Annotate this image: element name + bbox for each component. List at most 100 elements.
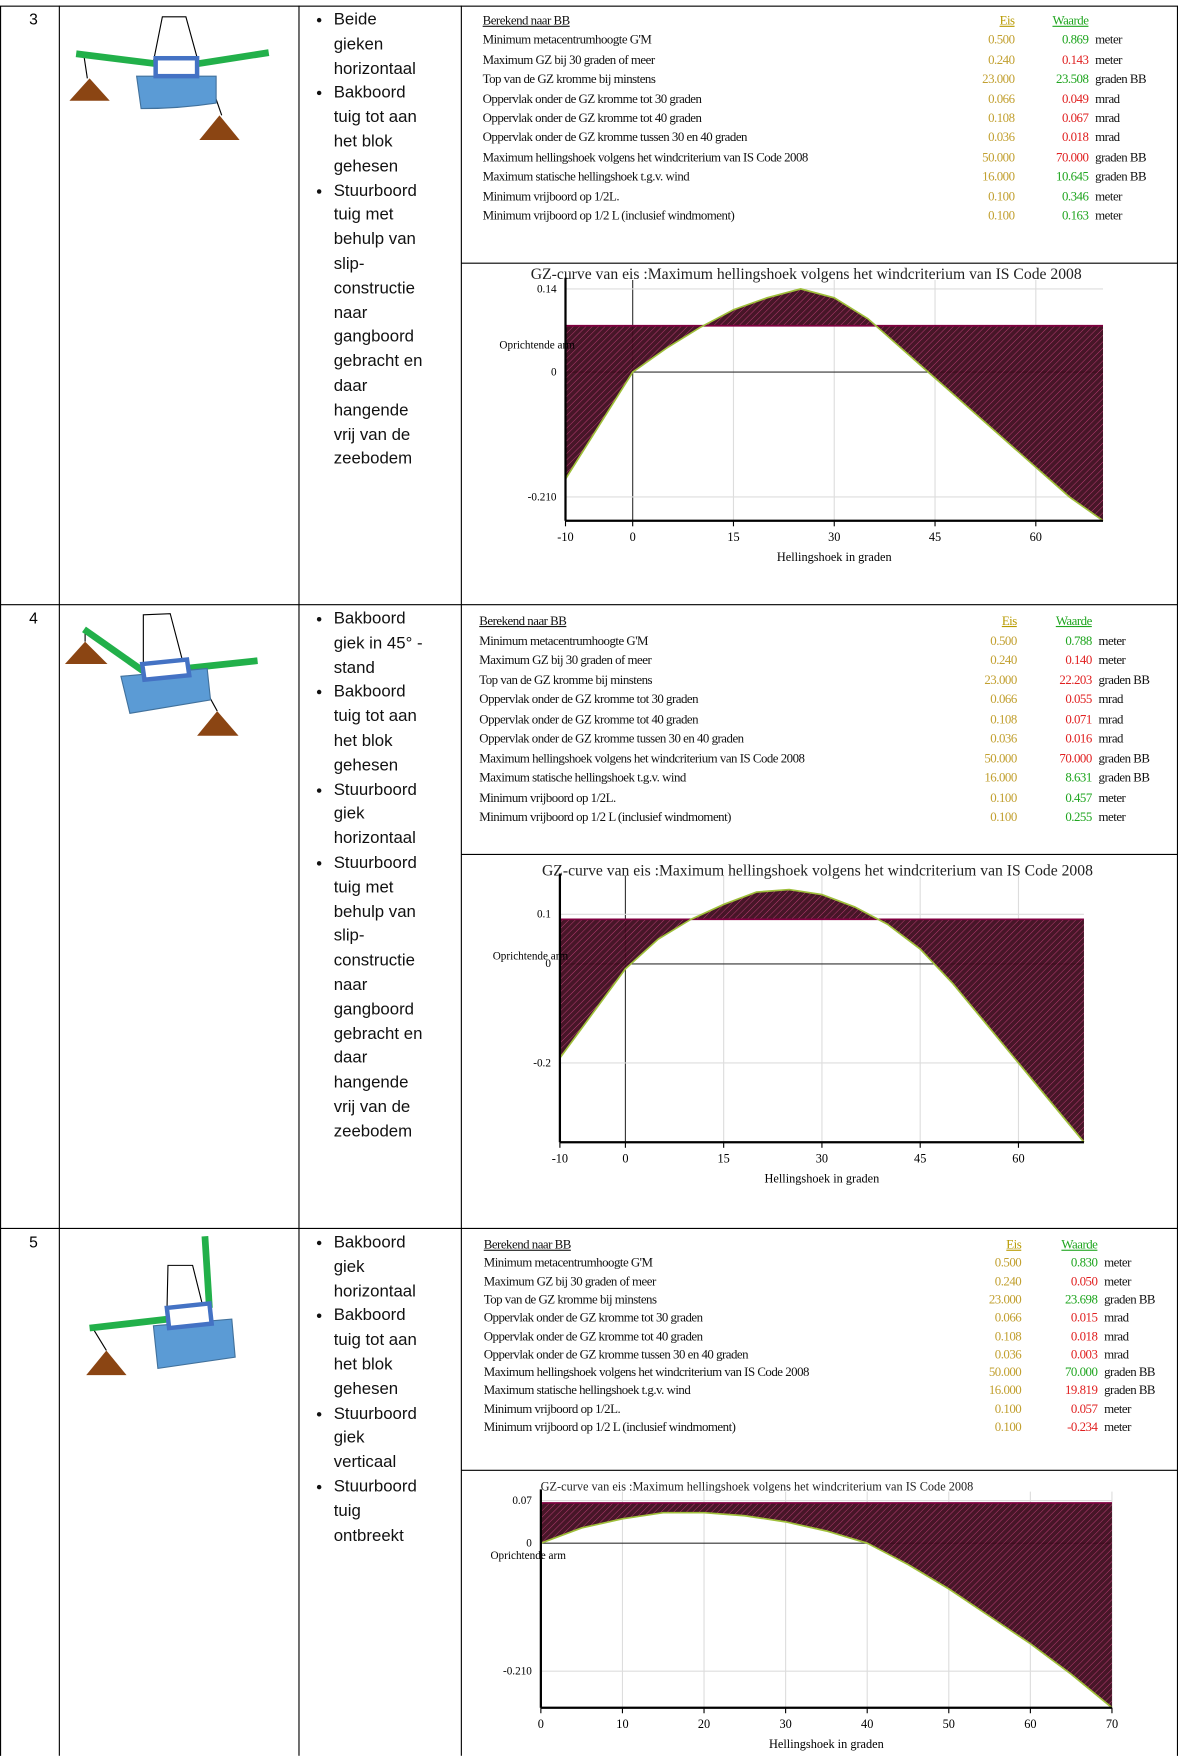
criterion-name: Top van de GZ kromme bij minstens [482, 72, 656, 87]
x-axis-label: Hellingshoek in graden [765, 1172, 880, 1186]
bullet-item: Bakboord giek in 45° -stand [334, 607, 430, 680]
x-tick-label: 0 [622, 1151, 628, 1165]
criterion-unit: meter [1098, 653, 1126, 668]
criterion-waarde: 0.067 [1061, 111, 1089, 126]
criterion-eis: 50.000 [988, 1366, 1022, 1380]
criterion-waarde: 0.163 [1061, 209, 1089, 223]
criterion-waarde: 0.071 [1065, 712, 1092, 727]
x-tick-label: 30 [816, 1151, 828, 1165]
x-tick-label: 70 [1106, 1717, 1118, 1731]
criterion-unit: mrad [1104, 1329, 1129, 1344]
x-tick-label: 10 [616, 1717, 628, 1731]
criterion-eis: 50.000 [984, 751, 1017, 766]
criterion-eis: 16.000 [982, 170, 1015, 184]
criterion-waarde: 0.015 [1070, 1311, 1098, 1325]
criterion-eis: 0.500 [994, 1256, 1022, 1271]
x-tick-label: 0 [630, 530, 636, 544]
y-tick-label: -0.2 [533, 1057, 551, 1069]
bullet-item: Bakboord tuig tot aan het blok gehesen [334, 81, 430, 179]
criterion-name: Minimum metacentrumhoogte G'M [482, 34, 652, 48]
criterion-unit: meter [1098, 634, 1126, 648]
criterion-name: Top van de GZ kromme bij minstens [479, 673, 653, 687]
chart-title: GZ-curve van eis :Maximum hellingshoek v… [541, 1479, 974, 1493]
x-tick-label: 20 [698, 1717, 710, 1731]
criterion-name: Oppervlak onder de GZ kromme tot 40 grad… [479, 712, 699, 727]
criterion-eis: 0.240 [988, 53, 1015, 67]
criterion-unit: meter [1104, 1402, 1131, 1417]
criterion-waarde: 0.788 [1065, 634, 1092, 648]
x-tick-label: 60 [1030, 530, 1042, 544]
criterion-name: Minimum metacentrumhoogte G'M [483, 1256, 653, 1271]
criterion-unit: graden BB [1104, 1366, 1156, 1380]
criterion-unit: mrad [1098, 732, 1124, 746]
criterion-waarde: 0.055 [1065, 693, 1092, 707]
table-header-waarde: Waarde [1061, 1238, 1098, 1252]
criterion-name: Oppervlak onder de GZ kromme tot 40 grad… [482, 111, 702, 126]
criterion-unit: mrad [1104, 1348, 1129, 1362]
criterion-unit: meter [1104, 1256, 1131, 1271]
x-tick-label: -10 [557, 530, 573, 544]
bullet-item: Stuurboord tuig met [334, 851, 430, 900]
criterion-waarde: 23.698 [1064, 1293, 1098, 1307]
table-header-eis: Eis [1006, 1238, 1022, 1252]
criterion-eis: 0.036 [990, 732, 1017, 746]
criterion-waarde: -0.234 [1067, 1421, 1098, 1435]
criterion-waarde: 0.255 [1065, 810, 1092, 825]
hatched-area [565, 288, 1104, 521]
criterion-eis: 16.000 [984, 771, 1017, 785]
criterion-name: Maximum statische hellingshoek t.g.v. wi… [482, 170, 690, 184]
criterion-name: Maximum hellingshoek volgens het windcri… [482, 150, 809, 165]
bullet-item: Stuurboord tuig met behulp van slip-cons… [334, 179, 430, 472]
criterion-eis: 0.100 [988, 189, 1015, 204]
criterion-waarde: 0.049 [1061, 92, 1089, 106]
criterion-unit: graden BB [1098, 751, 1150, 766]
criterion-waarde: 8.631 [1065, 771, 1092, 785]
criterion-eis: 0.108 [990, 712, 1017, 727]
x-tick-label: 30 [828, 530, 840, 544]
x-tick-label: 0 [538, 1717, 544, 1731]
criterion-waarde: 23.508 [1056, 72, 1089, 87]
bullet-list: Bakboord giek in 45° -standBakboord tuig… [305, 607, 430, 1144]
bullets: Beide gieken horizontaalBakboord tuig to… [305, 8, 430, 472]
bullet-item: Bakboord tuig tot aan het blok gehesen [334, 1304, 430, 1402]
criterion-name: Oppervlak onder de GZ kromme tot 40 grad… [483, 1329, 703, 1344]
criterion-eis: 23.000 [982, 72, 1015, 87]
criterion-unit: meter [1095, 189, 1122, 204]
y-axis-label: Oprichtende arm [493, 951, 569, 963]
criterion-eis: 0.240 [994, 1274, 1022, 1289]
criterion-eis: 50.000 [982, 150, 1015, 165]
criterion-name: Minimum vrijboord op 1/2L. [483, 1402, 621, 1417]
x-tick-label: 15 [718, 1151, 730, 1165]
criterion-eis: 0.100 [990, 810, 1017, 825]
criterion-eis: 0.100 [988, 209, 1015, 223]
table-header-waarde: Waarde [1052, 14, 1089, 28]
bullet-item: Beide gieken horizontaal [334, 8, 430, 81]
row-number: 3 [29, 10, 38, 28]
criterion-name: Minimum vrijboord op 1/2 L (inclusief wi… [483, 1421, 736, 1435]
x-tick-label: 15 [727, 530, 739, 544]
bullet-item: Stuurboord tuig ontbreekt [334, 1475, 430, 1548]
criterion-unit: mrad [1098, 712, 1124, 727]
criterion-name: Minimum vrijboord op 1/2 L (inclusief wi… [482, 209, 735, 223]
chart-title: GZ-curve van eis :Maximum hellingshoek v… [542, 863, 1093, 880]
criterion-name: Maximum hellingshoek volgens het windcri… [479, 751, 805, 766]
bullets: Bakboord giek in 45° -standBakboord tuig… [305, 607, 430, 900]
criterion-waarde: 10.645 [1056, 170, 1089, 184]
y-tick-label: 0.07 [512, 1495, 532, 1507]
gz-curve [564, 288, 1104, 522]
criterion-unit: meter [1095, 34, 1122, 48]
criterion-waarde: 0.003 [1070, 1348, 1098, 1362]
criterion-unit: graden BB [1095, 72, 1147, 87]
criterion-eis: 23.000 [984, 673, 1017, 687]
criterion-unit: meter [1104, 1274, 1131, 1289]
criterion-name: Maximum GZ bij 30 graden of meer [482, 53, 655, 67]
chart-title: GZ-curve van eis :Maximum hellingshoek v… [531, 266, 1082, 283]
criterion-unit: mrad [1095, 92, 1120, 106]
table-header-name: Berekend naar BB [482, 14, 571, 28]
criterion-unit: mrad [1095, 111, 1120, 126]
criterion-name: Oppervlak onder de GZ kromme tot 30 grad… [483, 1311, 703, 1325]
criterion-waarde: 0.016 [1065, 732, 1092, 746]
criterion-waarde: 70.000 [1056, 150, 1089, 165]
